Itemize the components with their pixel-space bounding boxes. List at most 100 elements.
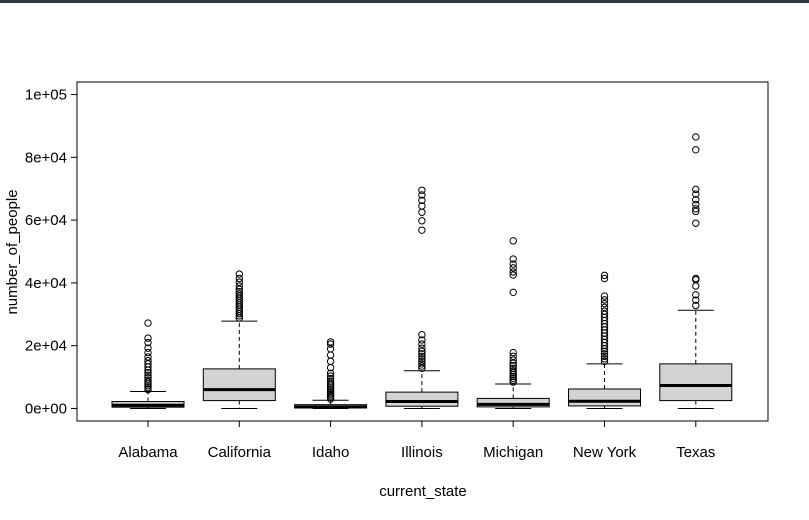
y-tick-label: 0e+00 [25, 400, 67, 417]
outlier-point [144, 371, 152, 379]
outlier-point [235, 282, 244, 290]
box-iqr [202, 368, 276, 402]
outlier-point [418, 191, 426, 199]
outlier-point [692, 301, 700, 310]
outlier-point [509, 271, 517, 279]
outlier-point [326, 338, 335, 346]
box-group [202, 270, 276, 409]
outlier-point [418, 362, 426, 370]
outlier-point [418, 347, 426, 356]
box-series [111, 133, 733, 409]
x-tick-label: Michigan [483, 444, 543, 461]
outlier-point [235, 287, 244, 296]
outlier-point [326, 385, 335, 393]
outlier-point [509, 374, 517, 383]
outlier-point [326, 357, 335, 366]
outlier-point [144, 360, 152, 368]
outlier-point [600, 310, 609, 318]
outlier-point [326, 369, 335, 377]
outlier-point [144, 357, 152, 365]
outlier-point [418, 208, 426, 216]
outlier-point [692, 282, 700, 290]
outlier-point [509, 237, 517, 245]
outlier-point [326, 387, 335, 395]
outlier-point [692, 291, 700, 299]
outlier-point [692, 146, 700, 154]
outlier-point [144, 334, 152, 342]
x-axis-title: current_state [379, 483, 467, 500]
outlier-point [692, 190, 700, 198]
window-top-bar [0, 0, 809, 3]
outlier-point [144, 378, 152, 386]
outlier-point [509, 359, 517, 367]
outlier-point [144, 373, 152, 382]
x-tick-label: Illinois [401, 444, 443, 461]
outlier-point [326, 377, 335, 385]
outlier-point [600, 292, 609, 300]
outlier-point [326, 379, 335, 388]
outlier-point [326, 374, 335, 383]
outlier-point [235, 292, 244, 300]
outlier-point [418, 357, 426, 366]
outlier-point [692, 133, 700, 141]
outlier-point [144, 382, 152, 390]
outlier-point [509, 364, 517, 372]
outlier-point [144, 338, 152, 347]
outlier-point [692, 185, 700, 194]
outlier-point [600, 296, 609, 304]
y-tick-label: 2e+04 [25, 338, 67, 355]
outlier-point [692, 196, 700, 204]
outlier-point [509, 264, 517, 272]
outlier-point [600, 350, 609, 358]
y-axis: 0e+00 2e+04 4e+04 6e+04 8e+04 1e+05 [25, 87, 78, 417]
outlier-point [418, 364, 426, 372]
outlier-point [144, 353, 152, 361]
outlier-point [600, 299, 609, 308]
box-iqr [568, 388, 641, 407]
outlier-point [418, 336, 426, 344]
outlier-point [600, 347, 609, 356]
outlier-point [235, 278, 244, 286]
box-iqr [659, 363, 733, 402]
outlier-point [418, 217, 426, 225]
outlier-point [144, 319, 152, 327]
outlier-point [509, 368, 517, 377]
outlier-point [235, 285, 244, 293]
outlier-point [326, 351, 335, 359]
outlier-point [418, 226, 426, 234]
outlier-point [418, 352, 426, 361]
outlier-point [509, 362, 517, 370]
outlier-point [509, 367, 517, 375]
outlier-point [235, 270, 244, 278]
outlier-point [692, 274, 700, 283]
y-tick-label: 4e+04 [25, 275, 67, 292]
outlier-point [600, 303, 609, 312]
outlier-point [600, 274, 609, 283]
outlier-point [509, 288, 517, 297]
outlier-point [692, 296, 700, 304]
outlier-point [418, 196, 426, 205]
outlier-point [144, 368, 152, 377]
boxplot-chart: 0e+00 2e+04 4e+04 6e+04 8e+04 1e+05 Alabama Ca… [4, 81, 769, 500]
x-tick-label: California [208, 444, 272, 461]
outlier-point [600, 355, 609, 363]
box-group [385, 186, 459, 409]
outlier-point [418, 360, 426, 368]
outlier-point [600, 307, 609, 315]
outlier-point [144, 384, 152, 392]
box-group [294, 338, 368, 409]
outlier-point [509, 260, 517, 268]
outlier-point [144, 376, 152, 384]
x-tick-label: Texas [676, 444, 715, 461]
outlier-point [418, 355, 426, 363]
box-group [659, 133, 733, 409]
x-tick-label: Alabama [118, 444, 178, 461]
y-tick-label: 8e+04 [25, 149, 67, 166]
outlier-point [418, 344, 426, 352]
outlier-point [692, 207, 700, 216]
outlier-point [235, 274, 244, 283]
outlier-point [509, 376, 517, 384]
outlier-point [235, 290, 244, 298]
outlier-point [509, 352, 517, 361]
outlier-point [418, 350, 426, 358]
